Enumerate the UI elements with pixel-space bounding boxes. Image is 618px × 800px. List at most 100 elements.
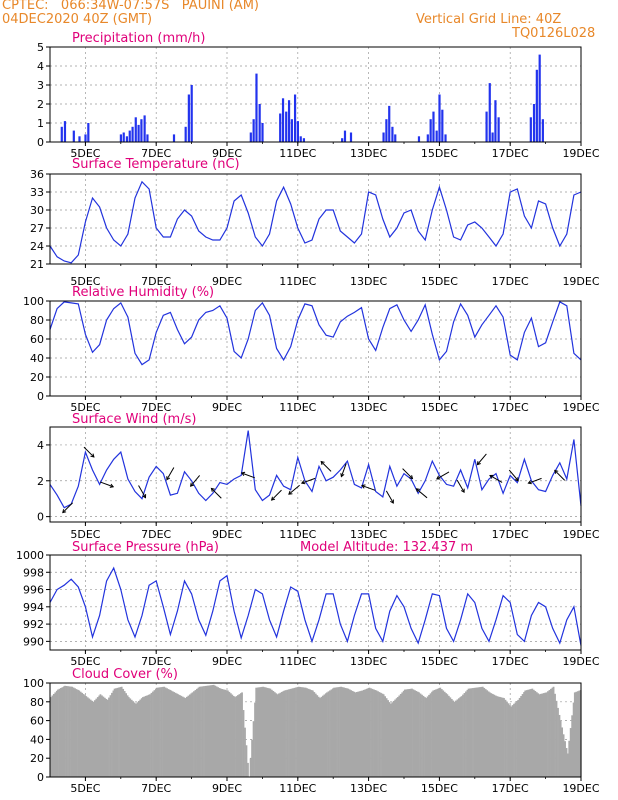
cloud-bar xyxy=(164,687,167,777)
cloud-bar xyxy=(525,690,528,777)
precip-bar xyxy=(84,134,87,142)
cloud-bar xyxy=(227,690,229,777)
wind-arrow-head xyxy=(361,484,366,489)
cloud-bar xyxy=(126,695,129,777)
wind-arrow-shaft xyxy=(508,469,519,482)
precip-bar xyxy=(87,123,90,142)
y-tick-label: 27 xyxy=(30,222,44,235)
cloud-bar xyxy=(341,687,344,777)
precip-bar xyxy=(435,130,438,142)
cloud-bar xyxy=(113,688,116,777)
wind-arrow xyxy=(402,468,414,480)
cloud-bar xyxy=(365,688,368,777)
cloud-bar xyxy=(224,689,227,777)
cloud-bar xyxy=(547,691,549,777)
cloud-bar xyxy=(509,705,511,777)
cloud-bar xyxy=(263,687,266,777)
cloud-bar xyxy=(479,687,481,777)
cloud-bar xyxy=(81,692,84,777)
cloud-bar xyxy=(232,696,235,777)
cloud-bar xyxy=(416,691,419,777)
x-tick-label: 9DEC xyxy=(212,782,242,795)
wind-arrow-head xyxy=(142,494,147,499)
cloud-bar xyxy=(453,701,456,777)
x-tick-label: 9DEC xyxy=(212,528,242,541)
wind-arrow-shaft xyxy=(456,479,465,493)
cloud-bar xyxy=(245,745,248,777)
panel-title: Surface Wind (m/s) xyxy=(72,412,196,427)
x-tick-label: 5DEC xyxy=(70,275,100,288)
precip-bar xyxy=(249,132,252,142)
wind-arrow-shaft xyxy=(402,468,413,479)
cloud-bar xyxy=(486,690,489,777)
cloud-bar xyxy=(573,692,576,777)
x-tick-label: 17DEC xyxy=(492,655,529,668)
precip-bar xyxy=(72,130,75,142)
wind-arrow-head xyxy=(288,490,293,495)
precip-bar xyxy=(281,98,285,142)
x-tick-label: 9DEC xyxy=(212,655,242,668)
y-tick-label: 994 xyxy=(23,601,44,614)
precip-bar xyxy=(485,111,488,142)
wind-arrow xyxy=(83,446,95,458)
precip-bar xyxy=(146,134,149,142)
cloud-bar xyxy=(317,696,320,777)
cloud-bar xyxy=(166,688,169,777)
x-tick-label: 5DEC xyxy=(70,782,100,795)
cloud-bar xyxy=(50,697,52,777)
cloud-bar xyxy=(537,693,540,777)
precip-bar xyxy=(287,100,291,142)
wind-arrow xyxy=(300,477,316,485)
cloud-bar xyxy=(67,686,69,777)
cloud-bar xyxy=(432,690,435,777)
cloud-bar xyxy=(254,702,256,777)
precip-bar xyxy=(497,117,500,142)
cloud-bar xyxy=(156,687,158,777)
cloud-bar xyxy=(472,688,474,777)
precip-bar xyxy=(299,136,302,142)
cloud-bar xyxy=(276,694,279,777)
cloud-bar xyxy=(496,696,498,777)
cloud-bar xyxy=(299,686,302,777)
panel-title: Cloud Cover (%) xyxy=(72,667,178,682)
cloud-bar xyxy=(309,689,312,777)
cloud-bar xyxy=(456,699,459,777)
cloud-bar xyxy=(219,688,222,777)
y-tick-label: 20 xyxy=(30,752,44,765)
cloud-bar xyxy=(354,692,357,777)
panel-temp xyxy=(46,173,582,268)
cloud-bar xyxy=(542,693,545,777)
wind-arrow-head xyxy=(62,509,67,514)
cloud-bar xyxy=(532,689,535,777)
cloud-bar xyxy=(569,728,572,777)
precip-bar xyxy=(172,134,176,142)
wind-arrow-head xyxy=(270,496,276,501)
cloud-bar xyxy=(401,692,404,777)
cloud-bar xyxy=(548,690,551,777)
cloud-bar xyxy=(311,690,314,777)
cloud-bar xyxy=(262,686,265,777)
pres-series-line xyxy=(49,566,582,646)
x-tick-label: 5DEC xyxy=(70,147,100,160)
cloud-bar xyxy=(275,693,278,777)
cloud-bar xyxy=(513,703,515,777)
cloud-bar xyxy=(293,687,296,777)
cloud-bar xyxy=(136,702,139,777)
cloud-bar xyxy=(494,695,497,777)
x-tick-label: 7DEC xyxy=(141,401,171,414)
x-tick-label: 15DEC xyxy=(421,275,458,288)
precip-bar xyxy=(538,54,541,142)
cloud-bar xyxy=(169,689,171,777)
precip-bar xyxy=(529,117,532,142)
precip-bar xyxy=(60,126,63,142)
wind-arrow xyxy=(476,453,487,466)
precip-bar xyxy=(441,109,444,142)
precip-bar xyxy=(143,115,146,142)
cloud-bar xyxy=(300,687,303,777)
cloud-bar xyxy=(321,695,324,777)
cloud-bar xyxy=(501,697,504,777)
wind-arrow-head xyxy=(340,473,345,478)
wind-arrow xyxy=(436,471,450,480)
x-tick-label: 5DEC xyxy=(70,528,100,541)
cloud-bar xyxy=(92,701,95,777)
